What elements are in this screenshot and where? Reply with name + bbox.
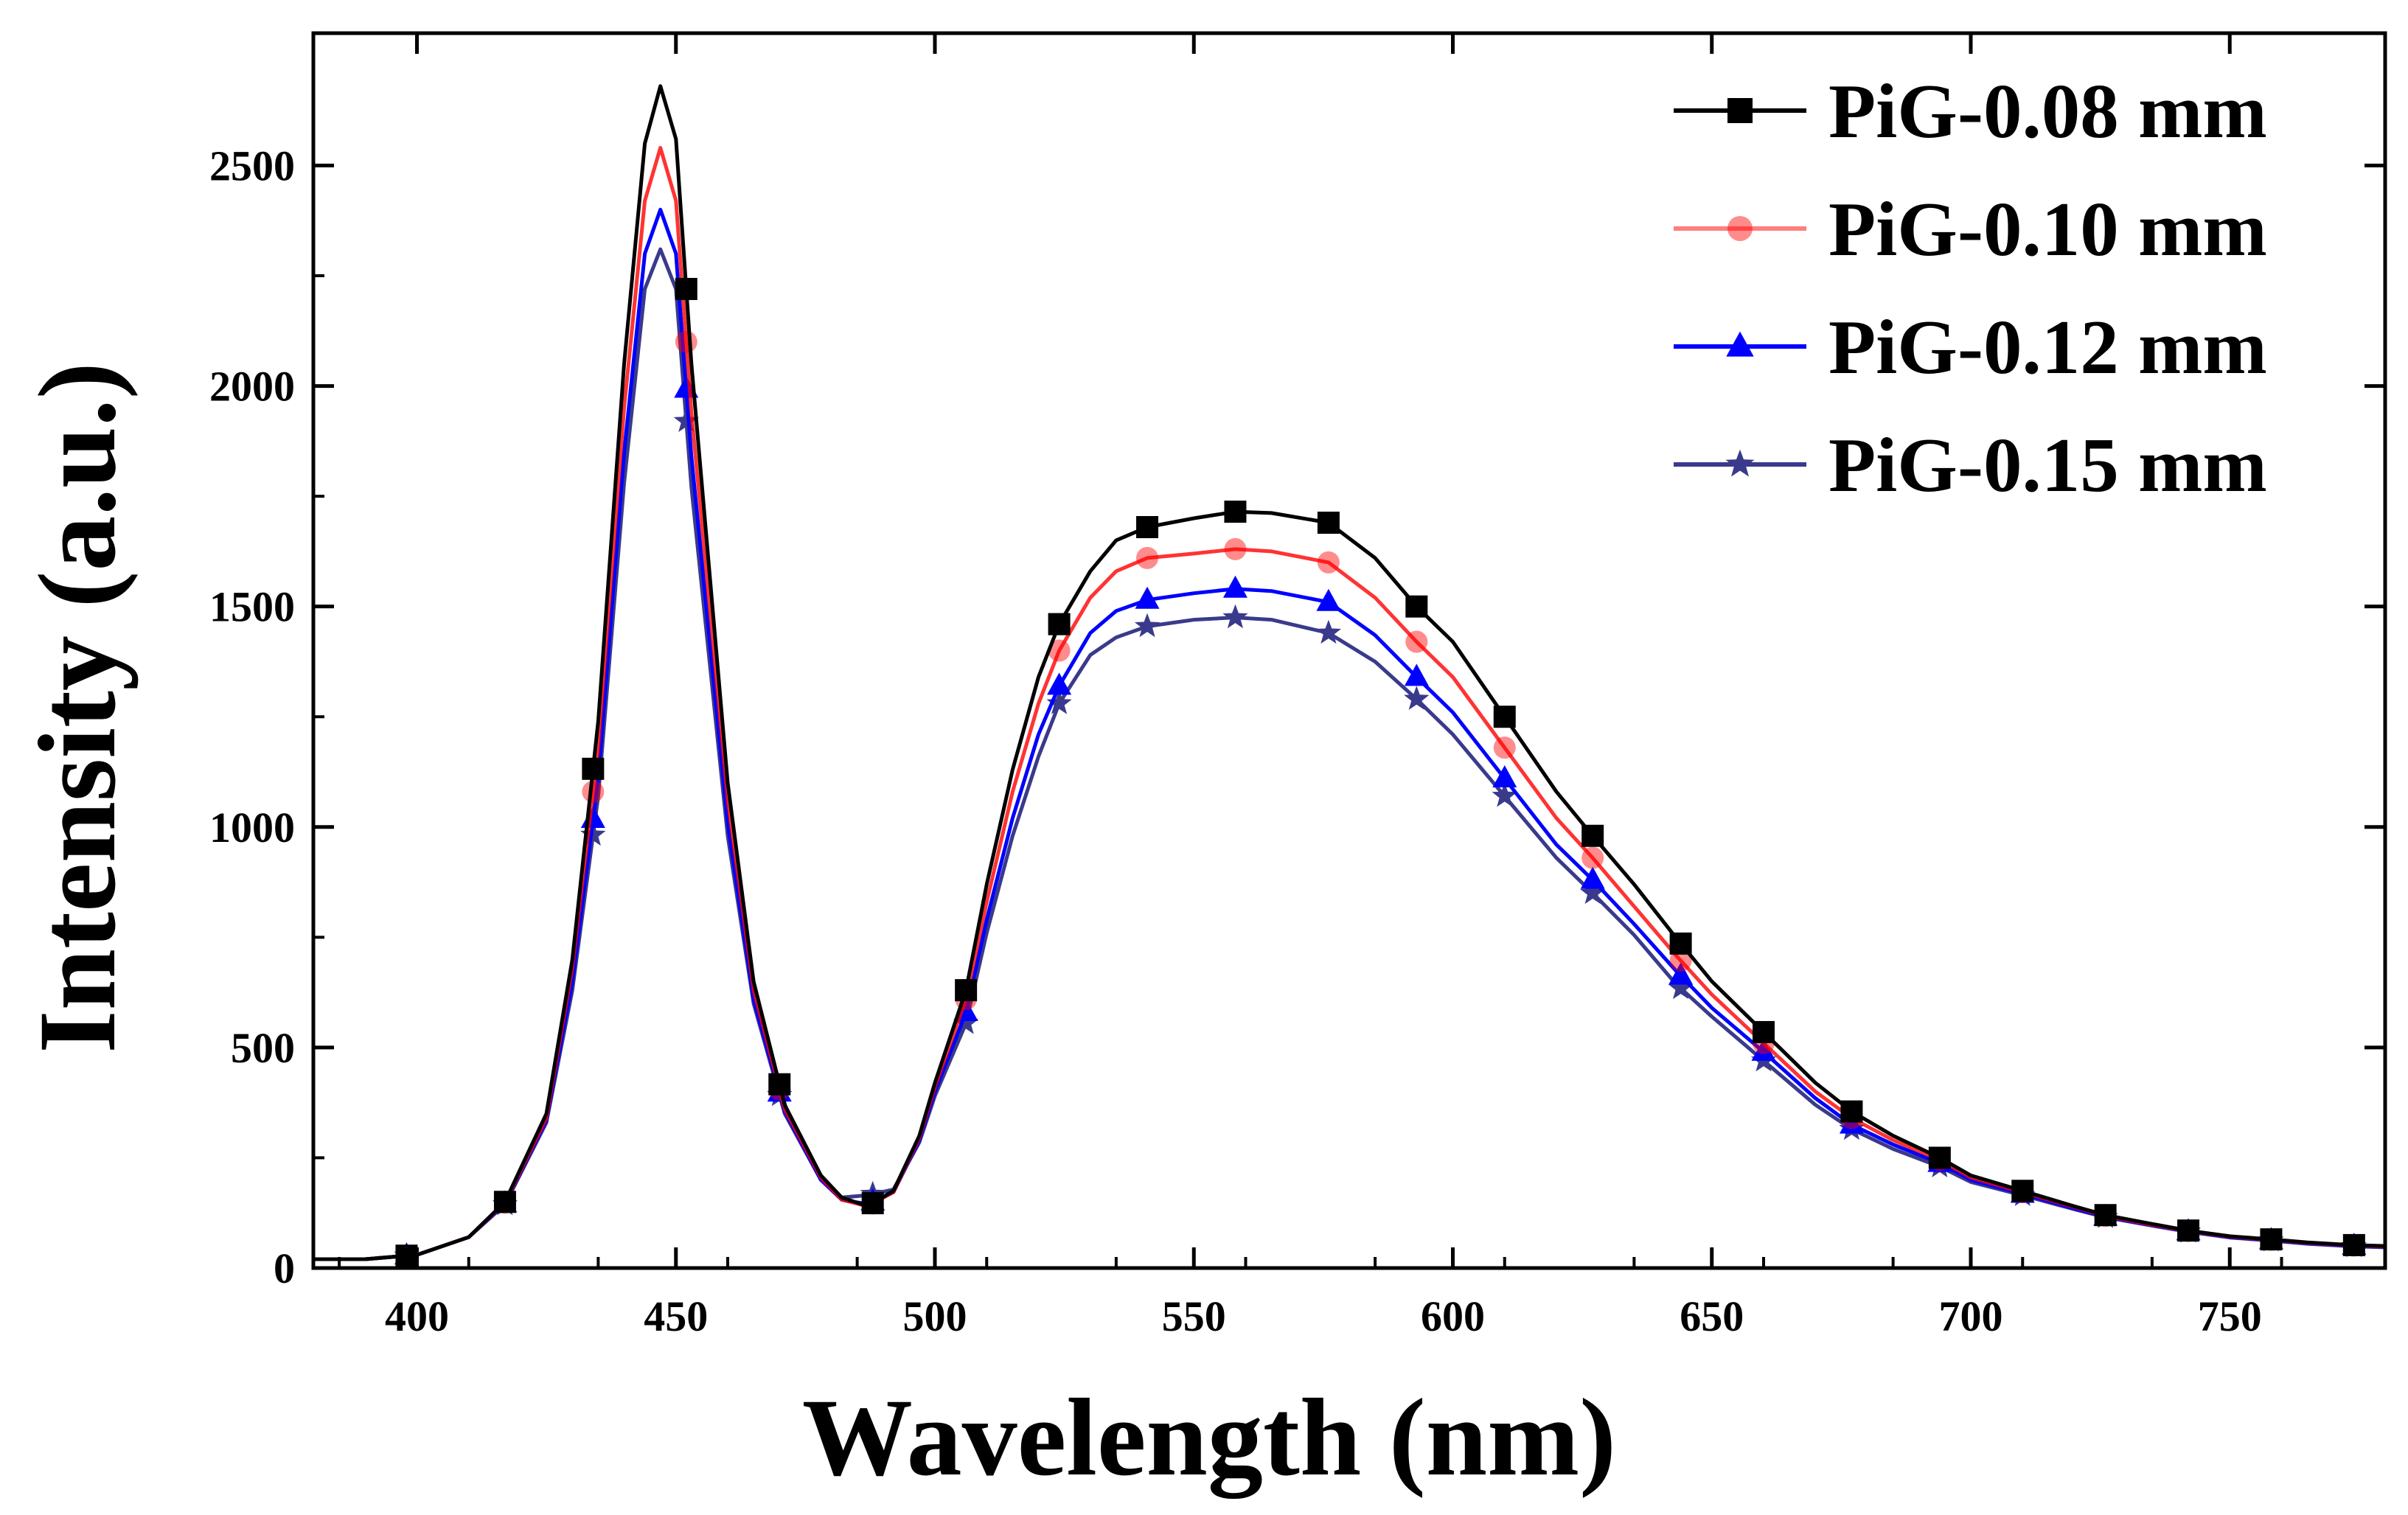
series-marker	[953, 1010, 979, 1034]
series-marker	[582, 780, 605, 803]
series-marker	[1404, 686, 1430, 710]
x-tick-label: 400	[385, 1292, 449, 1340]
series-marker	[1136, 516, 1159, 538]
series-marker	[2342, 1233, 2365, 1256]
y-tick-label: 2000	[209, 363, 295, 411]
x-tick-label: 550	[1162, 1292, 1226, 1340]
series-marker	[1224, 537, 1247, 560]
series-marker	[2260, 1228, 2283, 1251]
series-layer	[313, 84, 2386, 1267]
y-axis-ticks: 0 500 1000 1500 2000 2500	[209, 142, 2385, 1292]
series-marker	[1136, 546, 1159, 569]
series-marker	[2011, 1180, 2034, 1202]
x-axis-ticks: 400 450 500 550 600 650 700 750	[338, 33, 2283, 1340]
legend-label: PiG-0.12 mm	[1828, 304, 2267, 390]
legend-item: PiG-0.15 mm	[1674, 422, 2267, 508]
series-marker	[1493, 706, 1516, 728]
series-marker	[861, 1192, 884, 1215]
series-marker	[1048, 639, 1071, 662]
series-marker	[1580, 866, 1605, 889]
legend-marker	[1727, 216, 1753, 241]
series-marker	[1047, 672, 1072, 695]
series-marker	[955, 979, 978, 1002]
series-marker	[1928, 1146, 1951, 1169]
x-tick-label: 500	[903, 1292, 967, 1340]
series-marker	[1224, 501, 1247, 523]
y-tick-label: 2500	[209, 142, 295, 189]
series-marker	[1046, 690, 1072, 714]
series-marker	[1492, 765, 1517, 787]
series-marker	[1581, 824, 1604, 847]
series-marker	[1753, 1020, 1775, 1043]
series-marker	[1668, 975, 1694, 1000]
x-tick-label: 750	[2198, 1292, 2262, 1340]
series-marker	[1581, 846, 1604, 869]
series-marker	[582, 757, 605, 780]
series-marker	[1405, 630, 1428, 653]
series-marker	[2094, 1204, 2117, 1227]
legend-marker	[1725, 449, 1755, 477]
series-marker	[1751, 1038, 1776, 1061]
legend-label: PiG-0.10 mm	[1828, 186, 2267, 272]
y-tick-label: 500	[231, 1024, 295, 1072]
series-marker	[675, 277, 697, 300]
series-marker	[1404, 664, 1429, 686]
series-marker	[768, 1073, 791, 1096]
series-1	[313, 84, 2386, 1267]
series-marker	[1134, 613, 1160, 638]
x-axis-title: Wavelength (nm)	[802, 1376, 1616, 1499]
series-marker	[673, 408, 699, 432]
x-tick-label: 700	[1939, 1292, 2003, 1340]
series-marker	[1315, 619, 1341, 644]
series-marker	[1840, 1100, 1863, 1123]
series-marker	[1222, 575, 1248, 598]
x-tick-label: 600	[1421, 1292, 1485, 1340]
series-marker	[1669, 932, 1692, 955]
series-marker	[1669, 949, 1692, 972]
x-tick-label: 650	[1680, 1292, 1744, 1340]
y-axis-title: Intensity (a.u.)	[16, 362, 139, 1053]
legend-item: PiG-0.12 mm	[1674, 304, 2267, 390]
legend-marker	[1726, 331, 1754, 357]
series-marker	[1668, 962, 1694, 985]
series-marker	[2177, 1219, 2200, 1242]
series-marker	[1048, 613, 1071, 635]
series-marker	[1316, 588, 1341, 611]
series-marker	[493, 1191, 516, 1213]
y-tick-label: 0	[274, 1244, 295, 1292]
legend-item: PiG-0.10 mm	[1674, 186, 2267, 272]
series-marker	[1493, 736, 1516, 759]
legend-item: PiG-0.08 mm	[1674, 68, 2267, 154]
y-tick-label: 1500	[209, 583, 295, 631]
series-marker	[1317, 512, 1340, 534]
y-tick-label: 1000	[209, 804, 295, 851]
series-marker	[395, 1244, 418, 1267]
series-marker	[1580, 880, 1606, 905]
legend-label: PiG-0.15 mm	[1828, 422, 2267, 508]
series-marker	[1317, 551, 1340, 574]
legend-label: PiG-0.08 mm	[1828, 68, 2267, 154]
series-marker	[1222, 604, 1248, 629]
series-marker	[1492, 782, 1517, 807]
series-marker	[1405, 595, 1428, 618]
series-marker	[675, 330, 697, 353]
plot-frame	[311, 31, 2387, 1270]
series-marker	[1135, 586, 1160, 609]
legend: PiG-0.08 mm PiG-0.10 mm PiG-0.12 mm PiG-0.1…	[1674, 68, 2267, 508]
legend-marker	[1727, 98, 1753, 123]
x-tick-label: 450	[644, 1292, 708, 1340]
